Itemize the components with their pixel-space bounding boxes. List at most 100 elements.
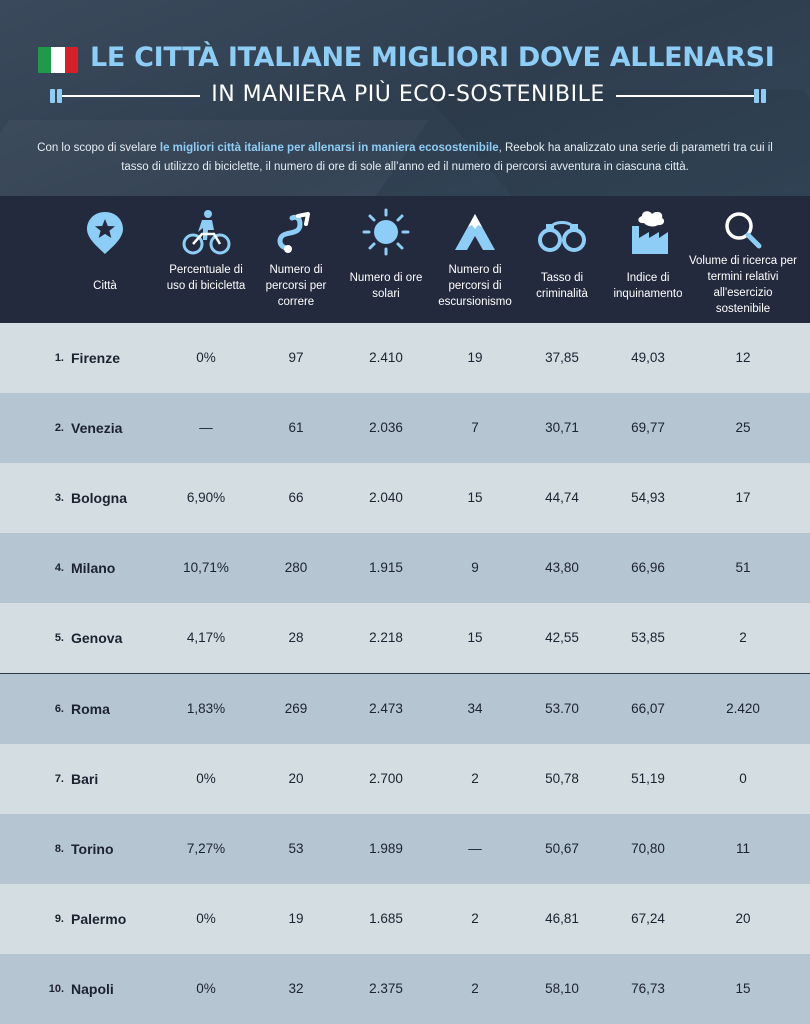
cell-hike: 15	[467, 490, 483, 505]
cell-runs: 97	[288, 350, 304, 365]
cell-bike: 4,17%	[186, 630, 226, 645]
cell-pollution: 51,19	[631, 771, 665, 786]
page-subtitle: IN MANIERA PIÙ ECO-SOSTENIBILE	[211, 82, 605, 107]
cell-hike: 9	[471, 560, 479, 575]
cell-pollution: 54,93	[631, 490, 665, 505]
table-row: 8. Torino 7,27% 53 1.989 — 50,67 70,80 11	[0, 814, 810, 884]
cell-search: 2.420	[726, 701, 760, 716]
city-name: Palermo	[71, 911, 127, 927]
cell-sun: 2.700	[369, 771, 403, 786]
rank-number: 10.	[48, 983, 64, 995]
cell-pollution: 53,85	[631, 630, 665, 645]
subtitle-row: IN MANIERA PIÙ ECO-SOSTENIBILE	[50, 82, 766, 110]
cell-pollution: 67,24	[631, 911, 665, 926]
city-name: Bari	[71, 771, 99, 787]
cell-search: 17	[735, 490, 751, 505]
column-label: Tasso di criminalità	[536, 272, 588, 300]
city-name: Roma	[71, 701, 110, 717]
table-row: 2. Venezia — 61 2.036 7 30,71 69,77 25	[0, 393, 810, 463]
cell-pollution: 76,73	[631, 981, 665, 996]
rank-number: 9.	[54, 913, 64, 925]
table-row: 6. Roma 1,83% 269 2.473 34 53.70 66,07 2.420	[0, 674, 810, 744]
cell-pollution: 70,80	[631, 841, 665, 856]
rank-number: 1.	[54, 352, 64, 364]
table-header: Città Percentuale di uso di bicicletta N…	[0, 196, 810, 323]
handcuffs-icon	[538, 221, 586, 252]
column-header-search: Volume di ricerca per termini relativi a…	[688, 196, 798, 323]
city-name: Genova	[71, 630, 123, 646]
table-body: 1. Firenze 0% 97 2.410 19 37,85 49,03 12 2. Venezi…	[0, 323, 810, 1024]
cell-bike: 1,83%	[186, 701, 226, 716]
cell-sun: 2.473	[369, 701, 403, 716]
cell-search: 25	[735, 420, 751, 435]
cell-runs: 66	[288, 490, 304, 505]
cell-runs: 53	[288, 841, 304, 856]
city-name: Bologna	[71, 490, 127, 506]
cell-hike: 2	[471, 771, 479, 786]
rank-number: 7.	[54, 773, 64, 785]
column-label: Volume di ricerca per termini relativi a…	[688, 255, 798, 315]
cell-crime: 50,78	[545, 771, 579, 786]
column-header-hike: Numero di percorsi di escursionismo	[430, 196, 520, 323]
column-label: Numero di percorsi di escursionismo	[438, 264, 512, 308]
cell-bike: 7,27%	[186, 841, 226, 856]
cell-search: 0	[739, 771, 747, 786]
cell-hike: 2	[471, 981, 479, 996]
column-label: Numero di ore solari	[349, 272, 423, 300]
cell-runs: 269	[284, 701, 308, 716]
flag-green-stripe	[38, 47, 52, 73]
cyclist-icon	[182, 210, 231, 255]
header: LE CITTÀ ITALIANE MIGLIORI DOVE ALLENARS…	[0, 0, 810, 196]
running-route-icon	[277, 212, 310, 253]
sun-icon	[362, 208, 410, 256]
table-row: 9. Palermo 0% 19 1.685 2 46,81 67,24 20	[0, 884, 810, 954]
column-header-runs: Numero di percorsi per correre	[256, 196, 336, 323]
city-name: Milano	[71, 560, 116, 576]
rank-number: 4.	[54, 562, 64, 574]
cell-pollution: 66,07	[631, 701, 665, 716]
column-label: Città	[93, 280, 117, 292]
column-header-pollution: Indice di inquinamento	[600, 196, 696, 323]
cell-hike: 2	[471, 911, 479, 926]
cell-bike: —	[199, 420, 213, 435]
cell-sun: 2.040	[369, 490, 403, 505]
cell-crime: 44,74	[545, 490, 579, 505]
cell-pollution: 66,96	[631, 560, 665, 575]
search-icon	[725, 212, 762, 249]
cell-sun: 1.989	[369, 841, 403, 856]
cell-sun: 2.375	[369, 981, 403, 996]
dumbbell-left-icon	[50, 89, 200, 103]
city-name: Firenze	[71, 350, 121, 366]
cell-crime: 37,85	[545, 350, 579, 365]
column-label: Numero di percorsi per correre	[265, 264, 327, 308]
italy-flag-icon	[38, 47, 78, 73]
column-label: Indice di inquinamento	[613, 272, 683, 300]
cell-sun: 2.218	[369, 630, 403, 645]
cell-hike: —	[468, 841, 482, 856]
flag-red-stripe	[64, 47, 78, 73]
cell-runs: 61	[288, 420, 304, 435]
intro-paragraph: Con lo scopo di svelare le migliori citt…	[37, 142, 773, 173]
table-row: 1. Firenze 0% 97 2.410 19 37,85 49,03 12	[0, 323, 810, 393]
cell-bike: 0%	[196, 911, 216, 926]
cell-runs: 19	[288, 911, 304, 926]
column-header-sun: Numero di ore solari	[346, 196, 426, 323]
cell-bike: 6,90%	[186, 490, 226, 505]
cell-hike: 19	[467, 350, 483, 365]
factory-icon	[632, 211, 668, 254]
cell-crime: 53.70	[545, 701, 579, 716]
cell-search: 11	[735, 841, 750, 856]
city-name: Torino	[71, 841, 114, 857]
cell-crime: 30,71	[545, 420, 579, 435]
table-row: 7. Bari 0% 20 2.700 2 50,78 51,19 0	[0, 744, 810, 814]
cell-sun: 2.410	[369, 350, 403, 365]
cell-hike: 34	[467, 701, 483, 716]
cell-sun: 1.685	[369, 911, 403, 926]
cell-search: 12	[735, 350, 751, 365]
cell-bike: 0%	[196, 350, 216, 365]
city-name: Venezia	[71, 420, 123, 436]
cell-crime: 58,10	[545, 981, 579, 996]
rank-number: 6.	[54, 703, 64, 715]
cell-search: 2	[739, 630, 747, 645]
page-title: LE CITTÀ ITALIANE MIGLIORI DOVE ALLENARS…	[90, 42, 775, 73]
